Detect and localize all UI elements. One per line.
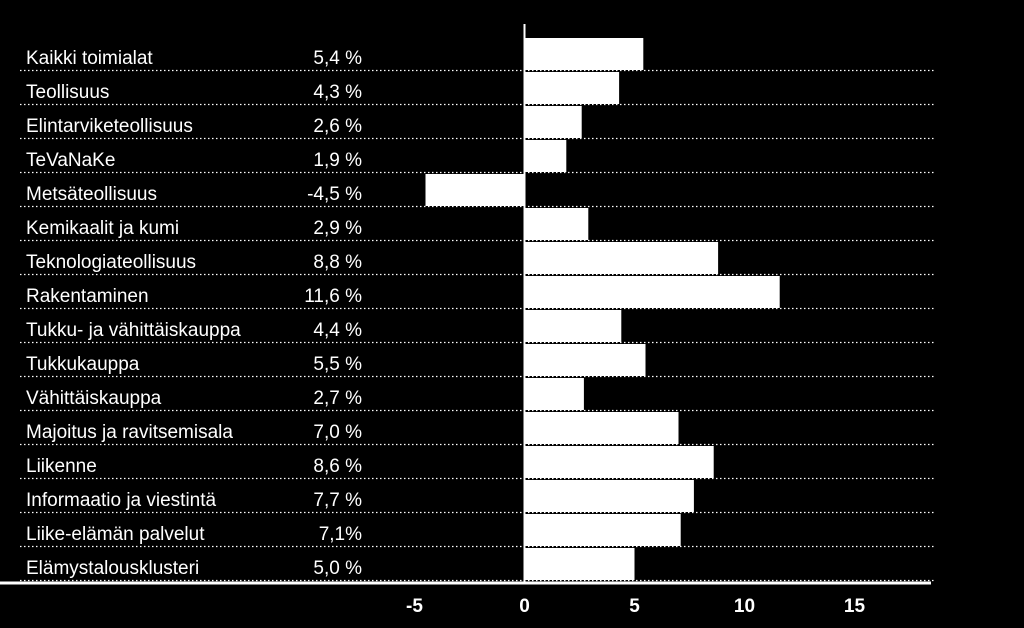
category-label: TeVaNaKe bbox=[26, 150, 115, 171]
x-tick-label: -5 bbox=[406, 596, 423, 617]
bar bbox=[524, 38, 644, 70]
value-label: 2,9 % bbox=[313, 218, 362, 239]
x-tick-label: 15 bbox=[844, 596, 866, 617]
value-label: 4,4 % bbox=[313, 320, 362, 341]
category-label: Elintarviketeollisuus bbox=[26, 116, 193, 137]
category-label: Informaatio ja viestintä bbox=[26, 490, 217, 511]
category-label: Kaikki toimialat bbox=[26, 48, 153, 69]
category-label: Kemikaalit ja kumi bbox=[26, 218, 179, 239]
bar bbox=[524, 378, 584, 410]
bar bbox=[524, 276, 780, 308]
category-label: Metsäteollisuus bbox=[26, 184, 157, 205]
bar bbox=[524, 242, 719, 274]
tick-labels: -5 0 5 10 15 bbox=[406, 596, 865, 617]
value-label: 7,1% bbox=[319, 524, 362, 545]
category-label: Vähittäiskauppa bbox=[26, 388, 162, 409]
value-label: -4,5 % bbox=[307, 184, 362, 205]
x-tick-label: 0 bbox=[519, 596, 530, 617]
bar bbox=[524, 514, 681, 546]
value-label: 7,7 % bbox=[313, 490, 362, 511]
category-label: Rakentaminen bbox=[26, 286, 149, 307]
axes bbox=[0, 24, 931, 585]
value-label: 5,5 % bbox=[313, 354, 362, 375]
x-tick-label: 10 bbox=[734, 596, 755, 617]
value-label: 7,0 % bbox=[313, 422, 362, 443]
value-label: 5,0 % bbox=[313, 558, 362, 579]
category-label: Liike-elämän palvelut bbox=[26, 524, 205, 545]
value-label: 5,4 % bbox=[313, 48, 362, 69]
bars bbox=[425, 38, 780, 580]
bar bbox=[524, 140, 567, 172]
value-label: 2,6 % bbox=[313, 116, 362, 137]
value-label: 8,8 % bbox=[313, 252, 362, 273]
value-labels: 5,4 % 4,3 % 2,6 % 1,9 % -4,5 % 2,9 % 8,8 % 11,6… bbox=[304, 48, 362, 579]
grid-lines bbox=[20, 69, 935, 582]
category-labels: Kaikki toimialat Teollisuus Elintarviketeo… bbox=[26, 48, 241, 579]
bar bbox=[524, 106, 582, 138]
category-label: Majoitus ja ravitsemisala bbox=[26, 422, 233, 443]
category-label: Teollisuus bbox=[26, 82, 109, 103]
category-label: Tukku- ja vähittäiskauppa bbox=[26, 320, 241, 341]
bar bbox=[524, 446, 714, 478]
category-label: Teknologiateollisuus bbox=[26, 252, 196, 273]
bar bbox=[524, 310, 622, 342]
value-label: 1,9 % bbox=[313, 150, 362, 171]
value-label: 11,6 % bbox=[304, 286, 362, 307]
bar bbox=[524, 480, 694, 512]
bar bbox=[524, 208, 589, 240]
bar bbox=[524, 344, 646, 376]
x-tick-label: 5 bbox=[629, 596, 640, 617]
bar bbox=[524, 72, 620, 104]
value-label: 4,3 % bbox=[313, 82, 362, 103]
category-label: Tukkukauppa bbox=[26, 354, 140, 375]
bar bbox=[524, 548, 635, 580]
category-label: Liikenne bbox=[26, 456, 97, 477]
value-label: 8,6 % bbox=[313, 456, 362, 477]
bar bbox=[524, 412, 679, 444]
value-label: 2,7 % bbox=[313, 388, 362, 409]
category-label: Elämystalousklusteri bbox=[26, 558, 199, 579]
bar bbox=[425, 174, 525, 206]
